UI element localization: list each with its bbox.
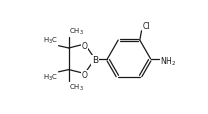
Text: H$_3$C: H$_3$C [43, 36, 58, 46]
Text: H$_3$C: H$_3$C [43, 73, 58, 83]
Text: CH$_3$: CH$_3$ [69, 27, 84, 37]
Text: B: B [92, 56, 98, 65]
Text: CH$_3$: CH$_3$ [69, 82, 84, 92]
Text: Cl: Cl [142, 22, 150, 31]
Text: O: O [82, 41, 88, 50]
Text: NH$_2$: NH$_2$ [160, 55, 176, 67]
Text: O: O [82, 70, 88, 79]
